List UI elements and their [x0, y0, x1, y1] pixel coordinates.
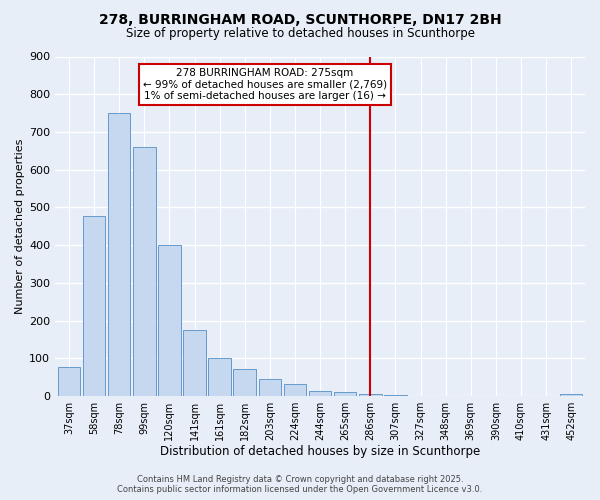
Text: 278, BURRINGHAM ROAD, SCUNTHORPE, DN17 2BH: 278, BURRINGHAM ROAD, SCUNTHORPE, DN17 2… — [98, 12, 502, 26]
Y-axis label: Number of detached properties: Number of detached properties — [15, 138, 25, 314]
Bar — [233, 369, 256, 396]
Bar — [560, 394, 583, 396]
Bar — [284, 384, 306, 396]
Bar — [334, 392, 356, 396]
Bar — [108, 113, 130, 396]
X-axis label: Distribution of detached houses by size in Scunthorpe: Distribution of detached houses by size … — [160, 444, 480, 458]
Bar — [183, 330, 206, 396]
Text: 278 BURRINGHAM ROAD: 275sqm
← 99% of detached houses are smaller (2,769)
1% of s: 278 BURRINGHAM ROAD: 275sqm ← 99% of det… — [143, 68, 387, 101]
Text: Contains HM Land Registry data © Crown copyright and database right 2025.
Contai: Contains HM Land Registry data © Crown c… — [118, 474, 482, 494]
Bar — [208, 358, 231, 396]
Bar — [133, 147, 155, 396]
Text: Size of property relative to detached houses in Scunthorpe: Size of property relative to detached ho… — [125, 26, 475, 40]
Bar — [259, 379, 281, 396]
Bar — [158, 245, 181, 396]
Bar — [58, 366, 80, 396]
Bar — [83, 216, 106, 396]
Bar — [309, 391, 331, 396]
Bar — [359, 394, 382, 396]
